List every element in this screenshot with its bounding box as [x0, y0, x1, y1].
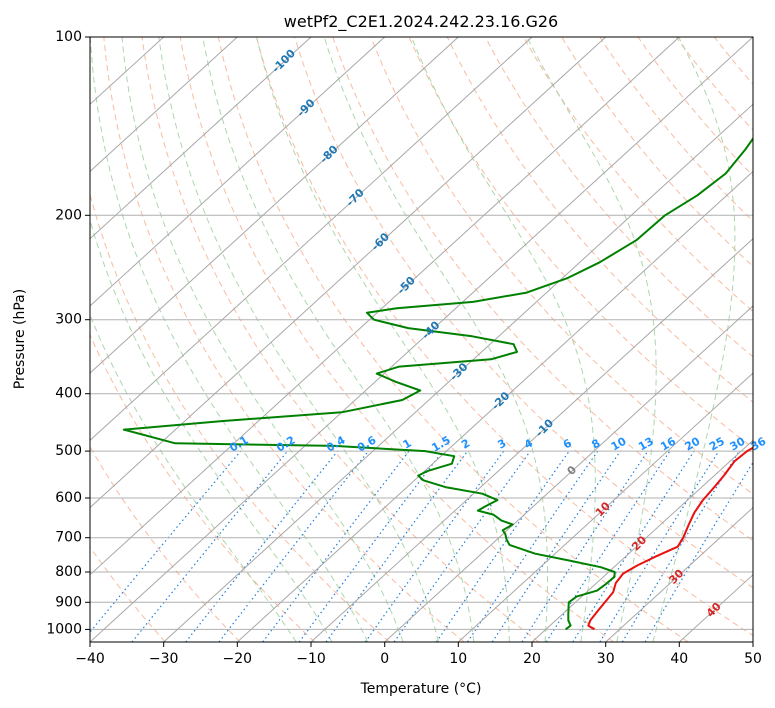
- isotherm: [236, 170, 753, 642]
- dry-adiabat: [294, 37, 753, 589]
- x-axis: −40 −30 −20 −10 0 10 20 30 40 50: [75, 642, 762, 667]
- isotherm: [90, 37, 459, 374]
- isotherm: [90, 37, 607, 509]
- isotherm: [163, 103, 753, 642]
- profile-series: [122, 136, 753, 631]
- plot-frame: [89, 36, 754, 643]
- x-tick-label: 50: [744, 651, 762, 667]
- dry-adiabat: [599, 37, 753, 222]
- y-tick-label: 900: [55, 594, 82, 610]
- mixing-ratio-line: [621, 450, 740, 642]
- moist-adiabats: [90, 37, 736, 642]
- y-tick-label: 400: [55, 386, 82, 402]
- dry-adiabat: [332, 37, 753, 542]
- mixing-ratio-line: [185, 450, 339, 642]
- moist-adiabat: [202, 37, 475, 642]
- pressure-gridlines: [90, 37, 753, 630]
- isotherm: [531, 439, 753, 642]
- chart-title: wetPf2_C2E1.2024.242.23.16.G26: [284, 12, 558, 32]
- isotherms: [90, 37, 753, 642]
- dry-adiabat: [179, 37, 614, 642]
- mixing-ratio-line: [572, 450, 695, 642]
- mixing-ratio-line: [466, 450, 599, 642]
- dry-adiabat: [484, 37, 753, 358]
- mixing-ratio-line: [521, 450, 649, 642]
- x-tick-label: −30: [149, 651, 179, 667]
- moist-adiabat: [323, 37, 548, 642]
- mixing-ratio-line: [599, 450, 720, 642]
- mixing-ratio-line: [491, 450, 621, 642]
- y-tick-label: 600: [55, 490, 82, 506]
- y-tick-label: 200: [55, 207, 82, 223]
- y-tick-label: 300: [55, 312, 82, 328]
- isotherm: [90, 37, 753, 642]
- x-tick-label: −20: [223, 651, 253, 667]
- isotherm: [457, 372, 753, 642]
- moist-adiabat: [652, 37, 736, 642]
- x-tick-label: 20: [523, 651, 541, 667]
- moist-adiabat: [121, 37, 404, 642]
- dry-adiabat: [752, 37, 753, 39]
- y-tick-label: 700: [55, 530, 82, 546]
- isotherm: [90, 37, 533, 442]
- moist-adiabat: [411, 37, 596, 642]
- x-axis-title: Temperature (°C): [360, 681, 482, 697]
- mixing-ratio-line: [262, 450, 410, 642]
- dry-adiabat: [561, 37, 753, 267]
- dry-adiabat: [408, 37, 753, 449]
- y-tick-label: 100: [55, 29, 82, 45]
- isotherm: [384, 305, 753, 642]
- x-tick-label: −10: [296, 651, 326, 667]
- dry-adiabat: [217, 37, 689, 642]
- isotherm: [605, 506, 753, 642]
- isotherm: [90, 37, 386, 307]
- isotherm: [90, 37, 312, 240]
- y-tick-label: 800: [55, 564, 82, 580]
- mixing-ratio-line: [545, 450, 671, 642]
- dry-adiabat: [256, 37, 753, 637]
- dry-adiabat: [90, 445, 241, 642]
- moist-adiabat: [256, 37, 510, 642]
- temperature-profile: [587, 446, 753, 631]
- moist-adiabat: [90, 37, 369, 642]
- dry-adiabat: [141, 37, 540, 642]
- x-tick-label: 10: [449, 651, 467, 667]
- dry-adiabat: [90, 192, 390, 642]
- isotherm: [90, 37, 680, 576]
- isotherm: [310, 237, 753, 642]
- moist-adiabat: [526, 37, 657, 642]
- x-tick-label: −40: [75, 651, 105, 667]
- dewpoint-profile: [122, 136, 753, 631]
- x-tick-label: 40: [670, 651, 688, 667]
- isotherm: [90, 37, 238, 173]
- x-tick-label: 30: [597, 651, 615, 667]
- y-tick-label: 1000: [46, 621, 82, 637]
- mixing-ratio-line: [393, 450, 531, 642]
- y-axis: 100 200 300 400 500 600 700 800 900 1000: [46, 29, 90, 637]
- moist-adiabat: [90, 313, 297, 642]
- y-axis-title: Pressure (hPa): [12, 289, 28, 389]
- moist-adiabat: [90, 218, 333, 642]
- moist-adiabat: [158, 37, 439, 642]
- x-tick-label: 0: [380, 651, 389, 667]
- mixing-ratio-line: [435, 450, 570, 642]
- y-tick-label: 500: [55, 443, 82, 459]
- isotherm: [752, 641, 753, 642]
